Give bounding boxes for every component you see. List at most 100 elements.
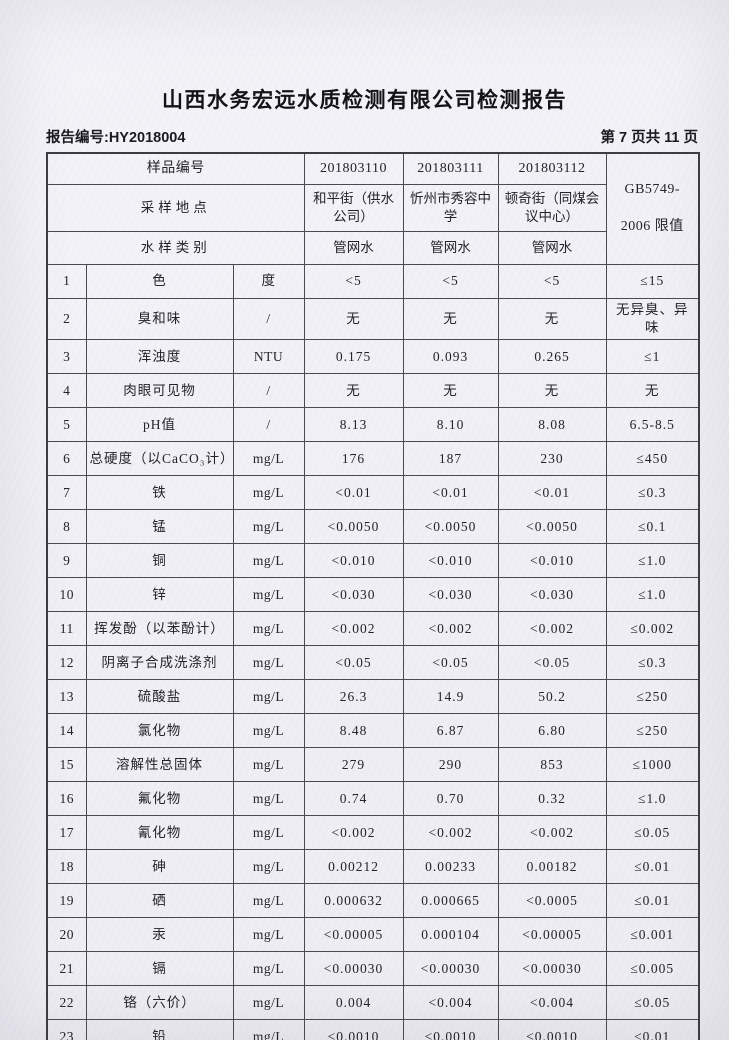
unit-cell: / (232, 297, 305, 341)
unit-cell: mg/L (232, 713, 305, 749)
unit-cell: mg/L (232, 849, 305, 885)
value-sample-2: <0.0050 (402, 509, 499, 545)
value-sample-1: 0.00212 (303, 849, 404, 885)
row-number: 6 (46, 441, 87, 477)
value-sample-2: <0.0010 (402, 1019, 499, 1040)
item-name: 铬（六价） (85, 985, 234, 1021)
value-sample-3: 无 (497, 373, 607, 409)
limit-cell: ≤0.001 (605, 917, 700, 953)
limit-cell: ≤15 (605, 264, 700, 299)
unit-cell: mg/L (232, 1019, 305, 1040)
row-number: 23 (46, 1019, 87, 1040)
water-type-1: 管网水 (303, 231, 404, 265)
header-row-location: 采样地点 和平街（供水公司） 忻州市秀容中学 顿奇街（同煤会议中心） (46, 184, 699, 232)
value-sample-1: <0.002 (303, 611, 404, 647)
item-name: 铜 (85, 543, 234, 579)
value-sample-3: 无 (497, 297, 607, 341)
table-row: 23 铅 mg/L <0.0010 <0.0010 <0.0010 ≤0.01 (46, 1019, 700, 1040)
unit-cell: mg/L (232, 883, 305, 919)
value-sample-3: 0.265 (497, 339, 607, 375)
table-row: 5 pH值 / 8.13 8.10 8.08 6.5-8.5 (46, 407, 700, 443)
value-sample-3: 230 (497, 441, 607, 477)
value-sample-2: <0.00030 (402, 951, 499, 987)
row-number: 16 (46, 781, 87, 817)
value-sample-1: <5 (303, 264, 404, 299)
location-1: 和平街（供水公司） (303, 184, 404, 232)
value-sample-1: <0.0010 (303, 1019, 404, 1040)
page-indicator: 第 7 页共 11 页 (600, 130, 698, 146)
value-sample-3: <0.01 (497, 475, 607, 511)
table-row: 21 镉 mg/L <0.00030 <0.00030 <0.00030 ≤0.… (46, 951, 700, 987)
item-name: 溶解性总固体 (85, 747, 234, 783)
table-row: 3 浑浊度 NTU 0.175 0.093 0.265 ≤1 (46, 339, 700, 375)
item-name: 铁 (85, 475, 234, 511)
water-quality-results-table: 样品编号 201803110 201803111 201803112 GB574… (46, 152, 701, 1040)
table-row: 7 铁 mg/L <0.01 <0.01 <0.01 ≤0.3 (46, 475, 700, 511)
row-number: 21 (46, 951, 87, 987)
unit-cell: mg/L (232, 951, 305, 987)
sample-id-2: 201803111 (402, 152, 499, 185)
row-number: 11 (46, 611, 87, 647)
value-sample-2: <0.030 (402, 577, 499, 613)
value-sample-2: 14.9 (402, 679, 499, 715)
table-row: 15 溶解性总固体 mg/L 279 290 853 ≤1000 (46, 747, 700, 783)
value-sample-2: 0.000665 (402, 883, 499, 919)
location-2: 忻州市秀容中学 (402, 184, 499, 232)
limit-cell: ≤450 (605, 441, 700, 477)
unit-cell: mg/L (232, 679, 305, 715)
limit-standard-line2: 2006 限值 (620, 219, 684, 234)
value-sample-2: <0.002 (402, 611, 499, 647)
unit-cell: mg/L (232, 577, 305, 613)
row-number: 5 (46, 407, 87, 443)
table-row: 17 氰化物 mg/L <0.002 <0.002 <0.002 ≤0.05 (46, 815, 700, 851)
row-number: 8 (46, 509, 87, 545)
limit-cell: 无异臭、异味 (605, 297, 700, 341)
limit-standard-header: GB5749- 2006 限值 (605, 152, 700, 265)
value-sample-1: <0.002 (303, 815, 404, 851)
value-sample-3: 50.2 (497, 679, 607, 715)
row-number: 7 (46, 475, 87, 511)
item-name: 浑浊度 (85, 339, 234, 375)
item-name: 硒 (85, 883, 234, 919)
limit-standard-line1: GB5749- (624, 182, 681, 198)
table-row: 6 总硬度（以CaCO₃计） mg/L 176 187 230 ≤450 (46, 441, 700, 477)
value-sample-2: 8.10 (402, 407, 499, 443)
unit-cell: NTU (232, 339, 305, 375)
table-row: 18 砷 mg/L 0.00212 0.00233 0.00182 ≤0.01 (46, 849, 700, 885)
value-sample-3: <0.00030 (497, 951, 607, 987)
report-title: 山西水务宏远水质检测有限公司检测报告 (162, 89, 567, 112)
value-sample-2: 无 (402, 297, 499, 341)
row-number: 1 (46, 264, 87, 299)
limit-cell: ≤0.01 (605, 849, 700, 885)
item-name: 臭和味 (85, 297, 234, 341)
row-number: 18 (46, 849, 87, 885)
value-sample-3: <0.002 (497, 815, 607, 851)
table-row: 8 锰 mg/L <0.0050 <0.0050 <0.0050 ≤0.1 (46, 509, 700, 545)
item-name: 锌 (85, 577, 234, 613)
value-sample-1: 0.175 (303, 339, 404, 375)
sample-id-label: 样品编号 (46, 152, 305, 185)
row-number: 13 (46, 679, 87, 715)
limit-cell: ≤1.0 (605, 781, 700, 817)
value-sample-1: 8.48 (303, 713, 404, 749)
table-row: 20 汞 mg/L <0.00005 0.000104 <0.00005 ≤0.… (46, 917, 700, 953)
value-sample-1: <0.00005 (303, 917, 404, 953)
item-name: 肉眼可见物 (85, 373, 234, 409)
table-row: 16 氟化物 mg/L 0.74 0.70 0.32 ≤1.0 (46, 781, 700, 817)
value-sample-2: 0.00233 (402, 849, 499, 885)
table-row: 19 硒 mg/L 0.000632 0.000665 <0.0005 ≤0.0… (46, 883, 700, 919)
unit-cell: mg/L (232, 475, 305, 511)
unit-cell: 度 (232, 264, 305, 299)
value-sample-1: 0.74 (303, 781, 404, 817)
row-number: 3 (46, 339, 87, 375)
value-sample-2: 187 (402, 441, 499, 477)
value-sample-3: <5 (497, 264, 607, 299)
unit-cell: mg/L (232, 509, 305, 545)
limit-cell: ≤0.002 (605, 611, 700, 647)
value-sample-3: 6.80 (497, 713, 607, 749)
unit-cell: mg/L (232, 985, 305, 1021)
limit-cell: ≤1 (605, 339, 700, 375)
value-sample-2: 无 (402, 373, 499, 409)
value-sample-3: 8.08 (497, 407, 607, 443)
limit-cell: ≤250 (605, 713, 700, 749)
